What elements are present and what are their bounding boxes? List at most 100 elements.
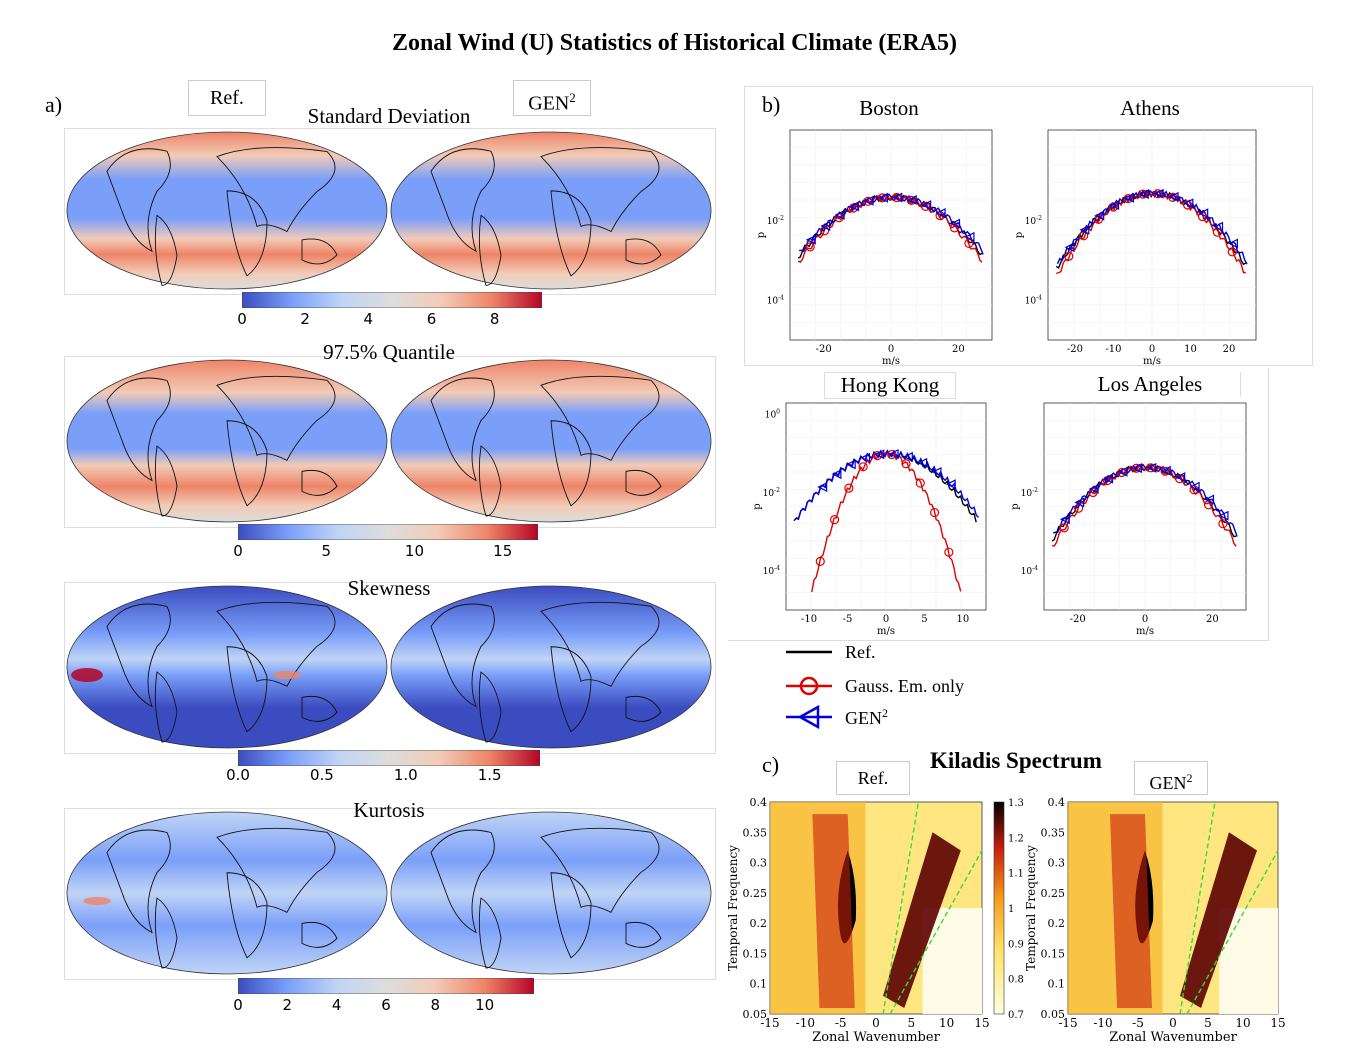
- pdf-ylabel: p: [1014, 232, 1025, 238]
- dispersion-curve: [889, 850, 983, 1015]
- kiladis-ytick: 0.35: [743, 826, 768, 839]
- kiladis-xlabel: Zonal Wavenumber: [1109, 1030, 1237, 1045]
- pdf-marker-gen: [1183, 198, 1194, 209]
- kiladis-xtick: 15: [1270, 1016, 1285, 1030]
- pdf-marker-gen: [906, 194, 917, 205]
- city-title-los-angeles: Los Angeles: [1060, 372, 1241, 397]
- kiladis-ytick: 0.2: [750, 917, 768, 930]
- kiladis-xtick: 0: [1169, 1016, 1177, 1030]
- pdf-marker-gauss: [901, 459, 911, 469]
- colorbar-tick: 5: [321, 542, 331, 560]
- panel-a-ref-label: Ref.: [188, 80, 266, 116]
- pdf-ytick: 10-4: [763, 565, 780, 577]
- colorbar-tick: 0.0: [226, 766, 250, 784]
- kiladis-gen: -15 -10 -5 0 5 10 15 0.4 0.35 0.3 0.25 0.2 0.15 0.1 0.…: [1024, 796, 1286, 1045]
- colorbar-tick: 1.5: [477, 766, 502, 784]
- pdf-marker-gauss: [872, 451, 883, 461]
- legend-gen-label: GEN2: [845, 706, 888, 728]
- pdf-marker-gauss: [858, 462, 868, 472]
- pdf-marker-gen: [1117, 466, 1128, 477]
- colorbar-tick: 0: [237, 310, 247, 328]
- kiladis-cbar-tick: 0.7: [1008, 1010, 1024, 1021]
- colorbar-tick: 10: [475, 996, 495, 1014]
- pdf-marker-gauss: [815, 556, 825, 566]
- pdf-marker-gauss: [1138, 189, 1148, 199]
- pdf-marker-gen: [1168, 191, 1179, 202]
- ref-map-skew: [66, 585, 388, 749]
- pdf-marker-gen: [950, 218, 961, 229]
- pdf-marker-gauss: [820, 226, 830, 236]
- kiladis-plots: -15 -10 -5 0 5 10 150.40.350.30.250.20.150.10.…: [726, 796, 1286, 1045]
- kiladis-xtick: 15: [974, 1016, 989, 1030]
- pdf-marker-gen: [1189, 481, 1200, 492]
- pdf-marker-gen: [902, 451, 913, 462]
- pdf-marker-gen: [1094, 210, 1105, 221]
- colorbar-kurt: [238, 978, 534, 994]
- pdf-xtick: -20: [1067, 344, 1083, 355]
- pdf-xtick: 0: [1142, 614, 1148, 625]
- kiladis-ytick: 0.2: [1048, 917, 1066, 930]
- pdf-marker-gauss: [1168, 192, 1178, 202]
- pdf-axes-los-angeles: -20 0 20 m/s p10-2 10-4: [1010, 402, 1247, 637]
- kiladis-cbar-tick: 0.9: [1008, 939, 1024, 950]
- pdf-ytick: 10-4: [1025, 294, 1042, 306]
- colorbar-tick: 0: [233, 996, 243, 1014]
- legend-gauss-label: Gauss. Em. only: [845, 676, 964, 696]
- pdf-xtick: -10: [801, 614, 817, 625]
- pdf-xtick: 20: [952, 344, 965, 355]
- pdf-marker-gauss: [805, 242, 815, 252]
- pdf-marker-gen: [1138, 189, 1149, 200]
- pdf-marker-gauss: [1218, 519, 1228, 529]
- dispersion-curve: [1186, 850, 1279, 1015]
- pdf-xtick: 20: [1206, 614, 1219, 625]
- colorbar-tick: 0: [233, 542, 243, 560]
- kiladis-xtick: -15: [760, 1016, 779, 1030]
- pdf-marker-gen: [1153, 188, 1164, 199]
- pdf-marker-gen: [1103, 473, 1114, 484]
- kiladis-ytick: 0.05: [1041, 1008, 1066, 1021]
- pdf-xlabel: m/s: [882, 356, 900, 367]
- kiladis-xtick: 5: [1204, 1016, 1212, 1030]
- panel-c-ref-label: Ref.: [836, 761, 910, 795]
- pdf-xtick: 10: [1184, 344, 1197, 355]
- pdf-marker-gen: [964, 231, 975, 242]
- panel-a-gen-label: GEN2: [513, 80, 591, 116]
- kiladis-ytick: 0.4: [750, 796, 768, 809]
- pdf-marker-gauss: [1175, 474, 1185, 484]
- kiladis-ytick: 0.3: [750, 857, 768, 870]
- ref-map-kurt: [66, 811, 388, 975]
- colorbar-tick: 6: [381, 996, 391, 1014]
- pdf-marker-gen: [935, 207, 946, 218]
- pdf-marker-gen: [1059, 514, 1070, 525]
- pdf-marker-gen: [1175, 472, 1186, 483]
- kiladis-xlabel: Zonal Wavenumber: [812, 1030, 940, 1045]
- panel-b-letter: b): [762, 92, 781, 117]
- pdf-marker-gen: [917, 457, 928, 468]
- pdf-marker-gen: [1198, 208, 1209, 219]
- pdf-marker-gauss: [906, 195, 916, 205]
- pdf-ytick: 10-2: [1021, 487, 1038, 499]
- pdf-ytick: 10-2: [763, 487, 780, 499]
- pdf-axes-boston: -20 0 20 m/s p10-2 10-4: [756, 129, 993, 367]
- kiladis-cbar-tick: 1: [1008, 904, 1014, 915]
- kiladis-ylabel: Temporal Frequency: [1024, 845, 1038, 971]
- panel-a-letter: a): [45, 92, 63, 117]
- city-title-boston: Boston: [859, 96, 919, 120]
- pdf-marker-gen: [1132, 463, 1142, 474]
- pdf-marker-gauss: [949, 223, 960, 233]
- map-title-std: Standard Deviation: [307, 104, 471, 128]
- pdf-xtick: -20: [1070, 614, 1086, 625]
- pdf-ytick: 100: [765, 409, 780, 421]
- pdf-xtick: -10: [1105, 344, 1121, 355]
- pdf-xtick: 10: [957, 614, 970, 625]
- ref-map-std: [66, 131, 388, 290]
- pdf-marker-gen: [817, 482, 828, 492]
- pdf-xlabel: m/s: [877, 626, 895, 637]
- city-title-athens: Athens: [1120, 96, 1180, 120]
- kiladis-xtick: 10: [1235, 1016, 1250, 1030]
- pdf-ytick: 10-2: [767, 215, 784, 227]
- colorbar-tick: 8: [430, 996, 441, 1014]
- pdf-ylabel: p: [756, 232, 767, 238]
- pdf-marker-gen: [888, 449, 899, 459]
